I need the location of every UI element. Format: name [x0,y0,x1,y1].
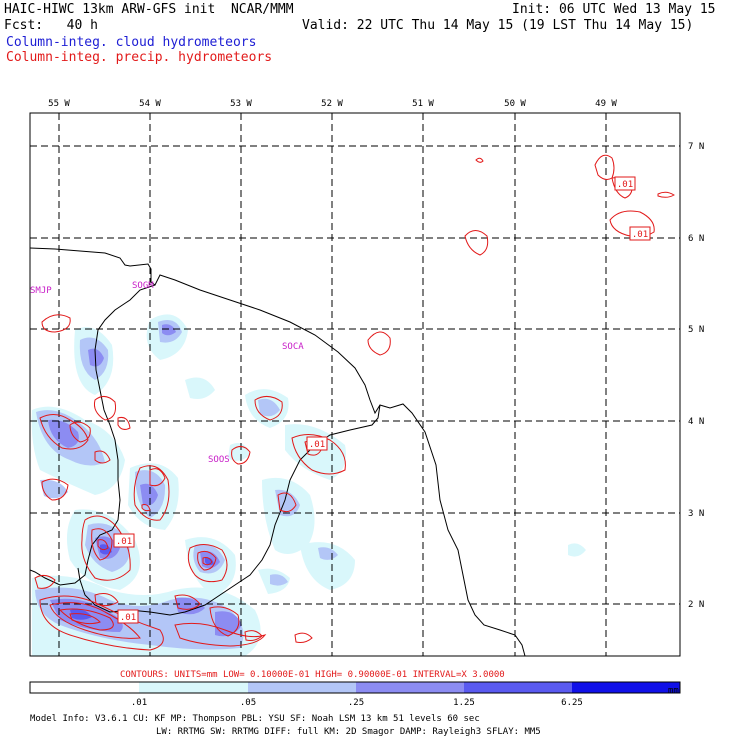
colorbar-bin [139,682,248,693]
colorbar-bin [572,682,680,693]
station-soos: SOOS [208,455,230,465]
valid-time: Valid: 22 UTC Thu 14 May 15 (19 LST Thu … [302,18,694,33]
colorbar-units: mm [668,686,679,696]
colorbar-bin [30,682,139,693]
colorbar-tick: .01 [131,698,147,708]
colorbar-bin [248,682,356,693]
model-info-line2: LW: RRTMG SW: RRTMG DIFF: full KM: 2D Sm… [156,727,541,737]
colorbar-tick: .25 [348,698,364,708]
lon-label: 55 W [48,99,70,109]
contour-label: .01 [116,537,132,547]
lon-label: 50 W [504,99,526,109]
lat-label: 2 N [688,600,704,610]
contour-labels: .01 .01 .01 .01 .01 [113,176,651,624]
lat-lon-grid [30,113,680,656]
model-info-line1: Model Info: V3.6.1 CU: KF MP: Thompson P… [30,714,480,724]
contour-info: CONTOURS: UNITS=mm LOW= 0.10000E-01 HIGH… [120,670,505,680]
colorbar-bin [464,682,572,693]
lon-label: 49 W [595,99,617,109]
contour-label: .01 [617,180,633,190]
lat-label: 7 N [688,142,704,152]
lon-label: 54 W [139,99,161,109]
latitude-labels: 7 N 6 N 5 N 4 N 3 N 2 N [688,142,704,610]
station-sogm: SOGM [132,281,154,291]
field-cloud-hydrometeors: Column-integ. cloud hydrometeors [6,35,257,50]
lat-label: 4 N [688,417,704,427]
forecast-hour: Fcst: 40 h [4,18,98,33]
lat-label: 6 N [688,234,704,244]
map-frame [29,112,681,657]
shaded-field [31,314,586,656]
lon-label: 53 W [230,99,252,109]
init-time: Init: 06 UTC Wed 13 May 15 [512,2,716,17]
lon-label: 51 W [412,99,434,109]
station-soca: SOCA [282,342,304,352]
contour-label: .01 [309,440,325,450]
contour-label: .01 [632,230,648,240]
lon-label: 52 W [321,99,343,109]
colorbar: .01 .05 .25 1.25 6.25 mm [29,681,681,708]
lat-label: 3 N [688,509,704,519]
field-precip-hydrometeors: Column-integ. precip. hydrometeors [6,50,273,65]
plot-title: HAIC-HIWC 13km ARW-GFS init NCAR/MMM [4,2,294,17]
contour-label: .01 [120,613,136,623]
colorbar-tick: 1.25 [453,698,475,708]
coastline-borders [30,247,526,656]
colorbar-tick: 6.25 [561,698,583,708]
station-smjp: SMJP [30,286,52,296]
longitude-labels: 55 W 54 W 53 W 52 W 51 W 50 W 49 W [48,99,617,109]
lat-label: 5 N [688,325,704,335]
colorbar-tick: .05 [240,698,256,708]
colorbar-bin [356,682,464,693]
station-labels: SMJP SOGM SOCA SOOS [30,281,304,465]
